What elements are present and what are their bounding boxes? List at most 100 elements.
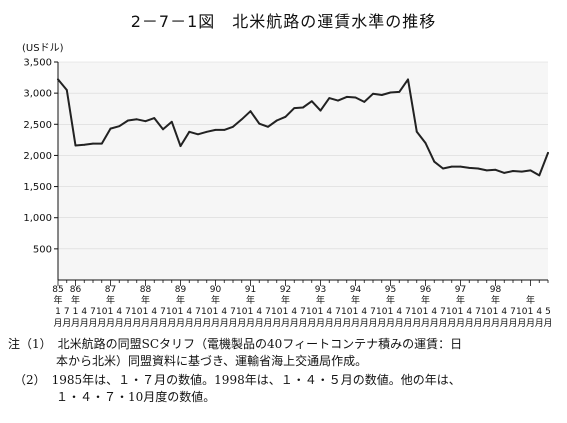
- x-month-label: 7: [265, 307, 271, 317]
- x-month-suffix: 月: [71, 318, 80, 329]
- x-month-suffix: 月: [307, 318, 316, 329]
- x-year-label: 85: [52, 285, 63, 295]
- x-month-suffix: 月: [491, 318, 500, 329]
- x-month-label: 4: [361, 307, 367, 317]
- x-month-suffix: 月: [255, 318, 264, 329]
- data-point: [249, 110, 252, 113]
- x-month-suffix: 月: [272, 318, 281, 329]
- data-point: [240, 118, 243, 121]
- data-point: [144, 120, 147, 123]
- x-month-suffix: 月: [447, 318, 456, 329]
- x-month-label: 1: [248, 307, 254, 317]
- data-point: [424, 142, 427, 144]
- x-month-label: 4: [466, 307, 472, 317]
- x-month-label: 10: [516, 307, 528, 317]
- x-month-label: 7: [230, 307, 236, 317]
- x-month-suffix: 月: [508, 318, 517, 329]
- x-year-label: 97: [455, 285, 466, 295]
- data-point: [57, 78, 59, 81]
- x-month-label: 7: [300, 307, 306, 317]
- x-month-suffix: 月: [62, 318, 71, 329]
- data-point: [127, 119, 129, 122]
- x-year-label: 95: [385, 285, 396, 295]
- data-point: [389, 91, 392, 94]
- data-point: [65, 89, 68, 91]
- data-point: [337, 99, 339, 102]
- x-month-suffix: 月: [473, 318, 482, 329]
- x-year-label: 92: [280, 285, 291, 295]
- x-month-suffix: 月: [465, 318, 474, 329]
- y-tick-label: 2,000: [23, 151, 52, 162]
- data-point: [372, 92, 374, 95]
- x-month-suffix: 月: [281, 318, 290, 329]
- x-year-suffix: 年: [71, 294, 80, 306]
- data-point: [450, 165, 453, 168]
- data-point: [109, 127, 112, 130]
- x-month-label: 7: [64, 307, 70, 317]
- x-year-label: 86: [70, 285, 82, 295]
- x-month-suffix: 月: [377, 318, 386, 329]
- x-month-suffix: 月: [237, 318, 246, 329]
- x-month-suffix: 月: [132, 318, 141, 329]
- x-month-suffix: 月: [316, 318, 325, 329]
- data-point: [442, 167, 444, 170]
- x-month-label: 7: [195, 307, 201, 317]
- x-month-suffix: 月: [106, 318, 115, 329]
- x-month-label: 10: [271, 307, 283, 317]
- x-year-suffix: 年: [246, 294, 255, 306]
- x-month-suffix: 月: [141, 318, 150, 329]
- x-month-suffix: 月: [123, 318, 132, 329]
- data-point: [170, 120, 173, 123]
- x-month-label: 4: [536, 307, 542, 317]
- x-month-label: 1: [108, 307, 114, 317]
- x-year-suffix: 年: [211, 294, 220, 306]
- x-month-label: 7: [125, 307, 131, 317]
- data-point: [503, 171, 506, 174]
- x-month-label: 1: [213, 307, 219, 317]
- x-month-suffix: 月: [158, 318, 167, 329]
- x-month-label: 10: [96, 307, 108, 317]
- x-month-label: 1: [73, 307, 79, 317]
- x-month-suffix: 月: [53, 318, 62, 329]
- data-point: [328, 97, 331, 100]
- data-point: [100, 142, 103, 145]
- x-month-label: 4: [221, 307, 227, 317]
- data-point: [258, 122, 261, 125]
- y-tick-label: 3,000: [23, 89, 52, 100]
- data-point: [529, 169, 532, 172]
- data-point: [494, 168, 497, 171]
- y-tick-label: 500: [33, 244, 52, 255]
- x-month-suffix: 月: [403, 318, 412, 329]
- x-month-suffix: 月: [430, 318, 439, 329]
- x-month-suffix: 月: [342, 318, 351, 329]
- x-month-label: 7: [370, 307, 376, 317]
- x-month-label: 1: [458, 307, 464, 317]
- x-month-suffix: 月: [290, 318, 299, 329]
- x-year-suffix: 年: [351, 294, 360, 306]
- x-month-label: 1: [388, 307, 394, 317]
- x-year-suffix: 年: [53, 294, 62, 306]
- x-year-label: 98: [490, 285, 502, 295]
- x-month-suffix: 月: [202, 318, 211, 329]
- x-month-suffix: 月: [150, 318, 159, 329]
- x-month-suffix: 月: [185, 318, 194, 329]
- data-point: [267, 125, 269, 128]
- x-month-suffix: 月: [482, 318, 491, 329]
- x-year-label: 88: [140, 285, 152, 295]
- x-month-suffix: 月: [211, 318, 220, 329]
- x-month-suffix: 月: [298, 318, 307, 329]
- x-month-label: 10: [166, 307, 178, 317]
- x-year-suffix: 年: [141, 294, 150, 306]
- data-point: [433, 160, 436, 163]
- x-year-label: 90: [210, 285, 222, 295]
- x-month-suffix: 月: [333, 318, 342, 329]
- x-month-label: 10: [376, 307, 388, 317]
- x-year-suffix: 年: [106, 294, 115, 306]
- x-month-suffix: 月: [88, 318, 97, 329]
- y-axis-unit-label: (USドル): [22, 43, 64, 54]
- data-point: [153, 117, 156, 119]
- x-month-label: 7: [510, 307, 516, 317]
- x-month-suffix: 月: [438, 318, 447, 329]
- x-month-suffix: 月: [176, 318, 185, 329]
- x-year-suffix: 年: [281, 294, 290, 306]
